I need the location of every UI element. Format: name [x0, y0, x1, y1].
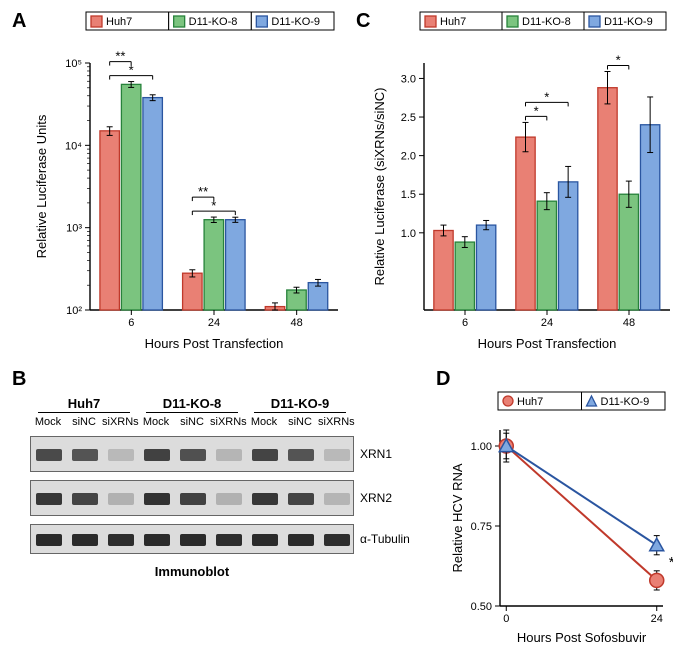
blot-band — [144, 534, 171, 545]
blot-band — [108, 534, 135, 545]
blot-row — [30, 480, 354, 516]
svg-text:24: 24 — [208, 317, 220, 329]
panel-d-chart: Huh7 D11-KO-9 0.50 0.75 1.00 0 24 Relative HCV … — [448, 390, 673, 650]
svg-text:1.00: 1.00 — [471, 441, 492, 453]
blot-row — [30, 524, 354, 554]
svg-text:24: 24 — [651, 613, 663, 625]
blot-band — [36, 449, 63, 461]
blot-lane-header: Mock — [246, 416, 282, 428]
svg-text:48: 48 — [291, 317, 303, 329]
blot-band — [72, 534, 99, 545]
svg-text:3.0: 3.0 — [401, 73, 416, 85]
svg-text:Relative HCV RNA: Relative HCV RNA — [450, 463, 465, 572]
svg-text:Huh7: Huh7 — [440, 16, 466, 28]
blot-group-underline — [254, 412, 346, 413]
blot-protein-label: XRN1 — [360, 447, 392, 461]
svg-text:D11-KO-8: D11-KO-8 — [189, 16, 238, 28]
svg-text:6: 6 — [462, 317, 468, 329]
svg-text:10³: 10³ — [66, 223, 82, 235]
svg-text:0.75: 0.75 — [471, 521, 492, 533]
blot-band — [252, 449, 279, 461]
panel-a-chart: Huh7 D11-KO-8 D11-KO-9 10² 10³ 10⁴ 10⁵ Relative… — [28, 8, 348, 358]
panel-a-label: A — [12, 10, 26, 33]
blot-group-underline — [38, 412, 130, 413]
figure-container: A B C D Huh7D11-KO-8D11-KO-910²10³10⁴10⁵… — [8, 8, 669, 647]
svg-text:Hours Post Sofosbuvir: Hours Post Sofosbuvir — [517, 630, 647, 645]
blot-band — [36, 534, 63, 545]
svg-text:**: ** — [115, 49, 125, 64]
svg-text:1.5: 1.5 — [401, 189, 416, 201]
svg-text:D11-KO-8: D11-KO-8 — [522, 16, 571, 28]
panel-b-label: B — [12, 368, 26, 391]
svg-text:D11-KO-9: D11-KO-9 — [604, 16, 653, 28]
blot-row — [30, 436, 354, 472]
blot-band — [180, 493, 207, 505]
blot-band — [252, 493, 279, 505]
blot-group-header: D11-KO-9 — [246, 396, 354, 411]
svg-text:D11-KO-9: D11-KO-9 — [271, 16, 320, 28]
svg-text:6: 6 — [128, 317, 134, 329]
panel-c-chart: Huh7 D11-KO-8 D11-KO-9 1.0 1.5 2.0 2.5 3.0 Relat… — [368, 8, 677, 358]
blot-caption: Immunoblot — [30, 564, 354, 579]
blot-group-header: D11-KO-8 — [138, 396, 246, 411]
blot-band — [324, 534, 351, 545]
svg-text:24: 24 — [541, 317, 553, 329]
panel-d-label: D — [436, 368, 450, 391]
blot-lane-header: siNC — [66, 416, 102, 428]
blot-band — [180, 534, 207, 545]
svg-text:D11-KO-9: D11-KO-9 — [601, 396, 650, 408]
svg-text:*: * — [534, 103, 539, 118]
blot-lane-header: siNC — [282, 416, 318, 428]
blot-protein-label: XRN2 — [360, 491, 392, 505]
blot-band — [252, 534, 279, 545]
blot-band — [144, 493, 171, 505]
blot-group-underline — [146, 412, 238, 413]
svg-text:Huh7: Huh7 — [106, 16, 132, 28]
svg-text:Relative Luciferase (siXRNs/si: Relative Luciferase (siXRNs/siNC) — [372, 88, 387, 286]
svg-text:*: * — [544, 89, 549, 104]
svg-text:*: * — [616, 52, 621, 67]
blot-lane-header: siXRNs — [102, 416, 138, 428]
blot-band — [36, 493, 63, 505]
blot-lane-header: siXRNs — [318, 416, 354, 428]
blot-band — [216, 534, 243, 545]
blot-group-header: Huh7 — [30, 396, 138, 411]
svg-text:Hours Post Transfection: Hours Post Transfection — [145, 336, 284, 351]
blot-band — [144, 449, 171, 461]
svg-text:*: * — [669, 554, 673, 571]
svg-text:10⁵: 10⁵ — [65, 58, 82, 70]
blot-band — [324, 449, 351, 461]
blot-band — [216, 449, 243, 461]
blot-band — [72, 449, 99, 461]
svg-text:2.0: 2.0 — [401, 151, 416, 163]
svg-text:10⁴: 10⁴ — [65, 140, 82, 152]
svg-text:48: 48 — [623, 317, 635, 329]
svg-text:2.5: 2.5 — [401, 112, 416, 124]
blot-band — [288, 449, 315, 461]
blot-band — [288, 534, 315, 545]
blot-band — [108, 449, 135, 461]
blot-protein-label: α-Tubulin — [360, 532, 410, 546]
blot-band — [288, 493, 315, 505]
blot-band — [324, 493, 351, 505]
blot-lane-header: Mock — [30, 416, 66, 428]
blot-band — [216, 493, 243, 505]
panel-b-immunoblot: Huh7D11-KO-8D11-KO-9MocksiNCsiXRNsMocksi… — [28, 396, 428, 646]
blot-band — [180, 449, 207, 461]
blot-lane-header: siXRNs — [210, 416, 246, 428]
svg-text:Huh7: Huh7 — [517, 396, 543, 408]
blot-band — [108, 493, 135, 505]
svg-text:1.0: 1.0 — [401, 228, 416, 240]
svg-text:**: ** — [198, 184, 208, 199]
svg-text:0: 0 — [503, 613, 509, 625]
svg-text:10²: 10² — [66, 305, 82, 317]
blot-lane-header: Mock — [138, 416, 174, 428]
svg-text:Hours Post Transfection: Hours Post Transfection — [478, 336, 617, 351]
blot-lane-header: siNC — [174, 416, 210, 428]
svg-text:0.50: 0.50 — [471, 601, 492, 613]
svg-text:Relative Luciferase Units: Relative Luciferase Units — [34, 114, 49, 258]
blot-band — [72, 493, 99, 505]
